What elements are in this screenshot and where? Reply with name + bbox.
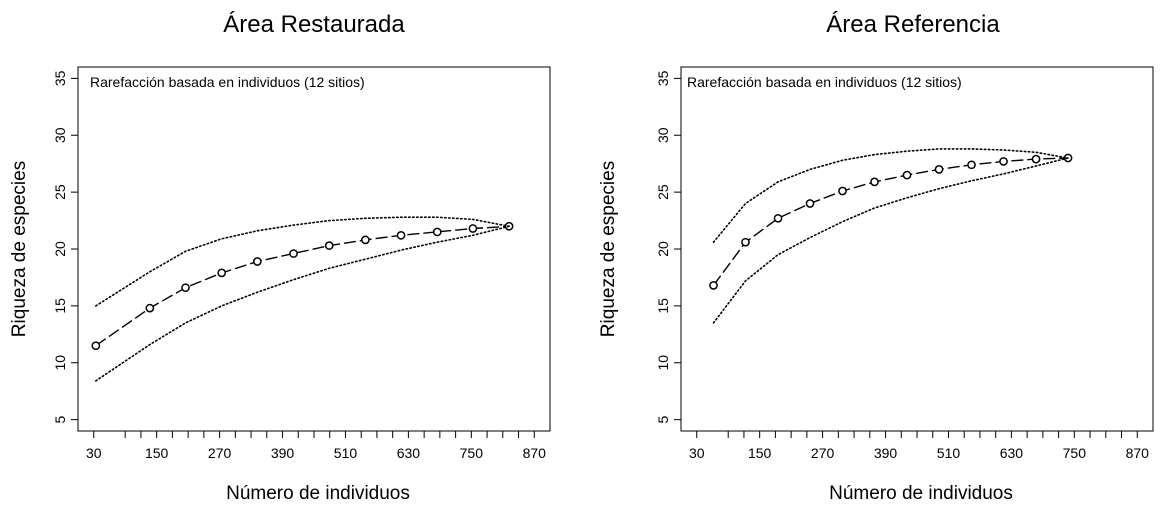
x-tick-label: 870 (1126, 445, 1150, 461)
rarefaction-curve (95, 225, 510, 347)
series-layer (91, 216, 514, 382)
x-tick-label: 150 (748, 445, 772, 461)
data-point (999, 157, 1008, 166)
data-point (181, 283, 190, 293)
data-point (741, 237, 750, 247)
x-tick-label: 390 (874, 445, 898, 461)
data-point (838, 186, 847, 196)
data-point (709, 281, 718, 290)
data-point (396, 231, 406, 240)
chart-title: Área Referencia (826, 11, 1000, 38)
data-point (145, 303, 155, 313)
panel-area-restaurada: Área Restaurada Rarefacción basada en in… (9, 11, 551, 504)
x-axis-ticks: 30 150 270 390 510 630 750 870 (689, 431, 1149, 461)
y-tick-label: 15 (655, 298, 671, 314)
data-point (934, 165, 944, 174)
x-tick-label: 270 (208, 445, 232, 461)
data-point (361, 235, 370, 245)
x-axis-ticks: 30 150 270 390 510 630 750 870 (86, 431, 546, 461)
y-tick-label: 25 (52, 184, 68, 200)
x-tick-label: 30 (689, 445, 705, 461)
confidence-bound-upper (95, 216, 510, 307)
data-point (253, 257, 262, 266)
plot-frame (680, 66, 1154, 432)
data-point (805, 199, 815, 208)
y-axis-label: Riqueza de especies (9, 161, 30, 337)
data-point (773, 213, 783, 223)
data-point (91, 341, 101, 351)
rarefaction-curve (712, 157, 1069, 286)
confidence-bound-upper (712, 148, 1069, 243)
y-tick-label: 25 (655, 184, 671, 200)
y-tick-label: 20 (655, 241, 671, 257)
x-tick-label: 510 (937, 445, 961, 461)
x-tick-label: 750 (460, 445, 484, 461)
data-point (967, 160, 976, 170)
x-tick-label: 750 (1063, 445, 1087, 461)
y-tick-label: 10 (52, 355, 68, 371)
x-axis-label: Número de individuos (829, 483, 1013, 504)
x-tick-label: 630 (1000, 445, 1024, 461)
y-tick-label: 30 (52, 127, 68, 143)
data-point (289, 249, 298, 258)
x-tick-label: 390 (271, 445, 295, 461)
y-axis-label: Riqueza de especies (598, 161, 619, 337)
x-axis-label: Número de individuos (226, 483, 410, 504)
chart-title: Área Restaurada (223, 11, 405, 38)
y-tick-label: 10 (655, 355, 671, 371)
data-point (468, 224, 478, 233)
x-tick-label: 870 (523, 445, 547, 461)
x-tick-label: 30 (86, 445, 102, 461)
data-point (324, 241, 334, 250)
y-tick-label: 5 (655, 416, 671, 424)
data-point (870, 177, 879, 187)
data-point (217, 268, 227, 278)
data-point (432, 227, 442, 237)
y-tick-label: 35 (655, 70, 671, 86)
panel-area-referencia: Área Referencia Rarefacción basada en in… (598, 11, 1154, 504)
y-tick-label: 35 (52, 70, 68, 86)
y-tick-label: 20 (52, 241, 68, 257)
y-tick-label: 15 (52, 298, 68, 314)
confidence-bound-lower (712, 157, 1069, 324)
annotation-text: Rarefacción basada en individuos (12 sit… (90, 74, 365, 90)
y-axis-ticks: 5 10 15 20 25 30 35 (655, 70, 681, 424)
x-tick-label: 510 (334, 445, 358, 461)
data-point (902, 170, 912, 180)
data-point (1031, 154, 1041, 164)
annotation-text: Rarefacción basada en individuos (12 sit… (687, 74, 962, 90)
x-tick-label: 150 (145, 445, 169, 461)
confidence-bound-lower (95, 225, 510, 382)
y-axis-ticks: 5 10 15 20 25 30 35 (52, 70, 78, 424)
series-layer (709, 148, 1073, 324)
y-tick-label: 5 (52, 416, 68, 424)
x-tick-label: 630 (397, 445, 421, 461)
y-tick-label: 30 (655, 127, 671, 143)
x-tick-label: 270 (811, 445, 835, 461)
